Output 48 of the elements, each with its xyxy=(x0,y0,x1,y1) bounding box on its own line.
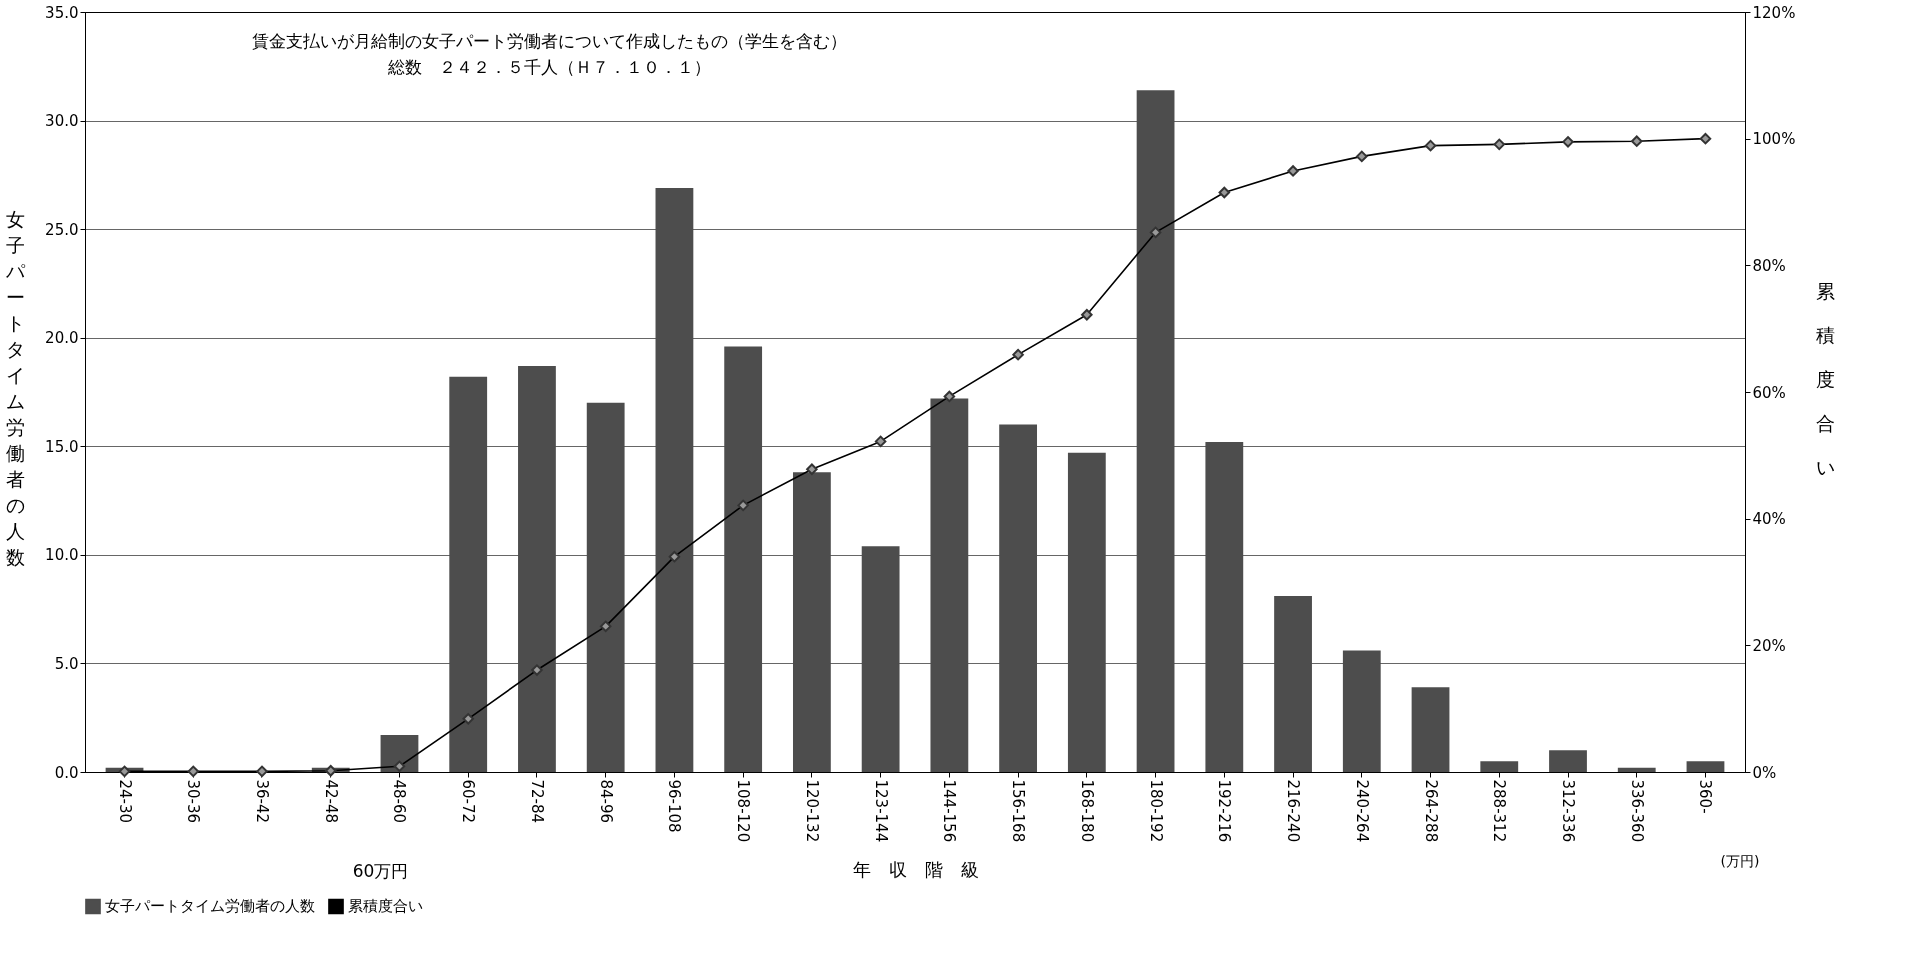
y2-tick-label: 40% xyxy=(1752,510,1786,529)
text: (万円) xyxy=(1720,853,1760,869)
x-tick-label: 168-180 xyxy=(1077,779,1096,843)
y-tick-label: 15.0 xyxy=(45,437,79,456)
y-tick-label: 5.0 xyxy=(54,654,79,673)
x-tick-label: 288-312 xyxy=(1490,779,1509,843)
x-tick-label: 180-192 xyxy=(1146,779,1165,843)
x-tick-label: 120-132 xyxy=(802,779,821,843)
text: 女子パートタイム労働者の人数 xyxy=(6,207,25,568)
x-axis-title: 年 収 階 級 xyxy=(852,859,979,881)
x-tick-label: 336-360 xyxy=(1627,779,1646,843)
y-tick-label: 30.0 xyxy=(45,112,79,131)
x-tick-label: 48-60 xyxy=(390,779,409,824)
x-tick-label: 108-120 xyxy=(734,779,753,843)
annotation: 賃金支払いが月給制の女子パート労働者について作成したもの（学生を含む） xyxy=(252,31,848,51)
y2-tick-label: 80% xyxy=(1752,256,1786,275)
x-tick-label: 360- xyxy=(1696,779,1715,814)
x-tick-label: 192-216 xyxy=(1215,779,1234,843)
y2-tick-label: 60% xyxy=(1752,383,1786,402)
x-tick-label: 123-144 xyxy=(871,779,890,843)
y2-axis-title: 累積度合い xyxy=(1816,279,1835,478)
y2-tick-label: 120% xyxy=(1752,3,1796,22)
x-tick-label: 96-108 xyxy=(665,779,684,833)
y2-tick-label: 100% xyxy=(1752,130,1796,149)
y2-tick-label: 0% xyxy=(1752,763,1777,782)
x-tick-label: 240-264 xyxy=(1352,779,1371,843)
annotation: 総数 ２４２．５千人（Ｈ７．１０．１） xyxy=(387,57,712,77)
x-tick-label: 264-288 xyxy=(1421,779,1440,843)
x-tick-label: 42-48 xyxy=(321,779,340,824)
y-tick-label: 0.0 xyxy=(54,763,79,782)
x-tick-label: 84-96 xyxy=(596,779,615,824)
legend-label: 女子パートタイム労働者の人数 xyxy=(105,897,315,916)
text: 60万円 xyxy=(352,861,409,881)
x-tick-label: 24-30 xyxy=(115,779,134,824)
x-tick-label: 312-336 xyxy=(1559,779,1577,843)
y-tick-label: 10.0 xyxy=(45,546,79,565)
legend-label: 累積度合い xyxy=(348,897,423,916)
x-tick-label: 216-240 xyxy=(1284,779,1303,843)
x-tick-label: 36-42 xyxy=(253,779,271,824)
x-tick-label: 60-72 xyxy=(459,779,478,824)
y-tick-label: 25.0 xyxy=(45,220,79,239)
x-tick-label: 30-36 xyxy=(184,779,203,824)
x-tick-label: 144-156 xyxy=(940,779,959,843)
y2-tick-label: 20% xyxy=(1752,636,1786,655)
y-tick-label: 35.0 xyxy=(45,3,79,22)
y-tick-label: 20.0 xyxy=(45,329,79,348)
x-tick-label: 72-84 xyxy=(527,779,546,824)
x-tick-label: 156-168 xyxy=(1009,779,1028,843)
